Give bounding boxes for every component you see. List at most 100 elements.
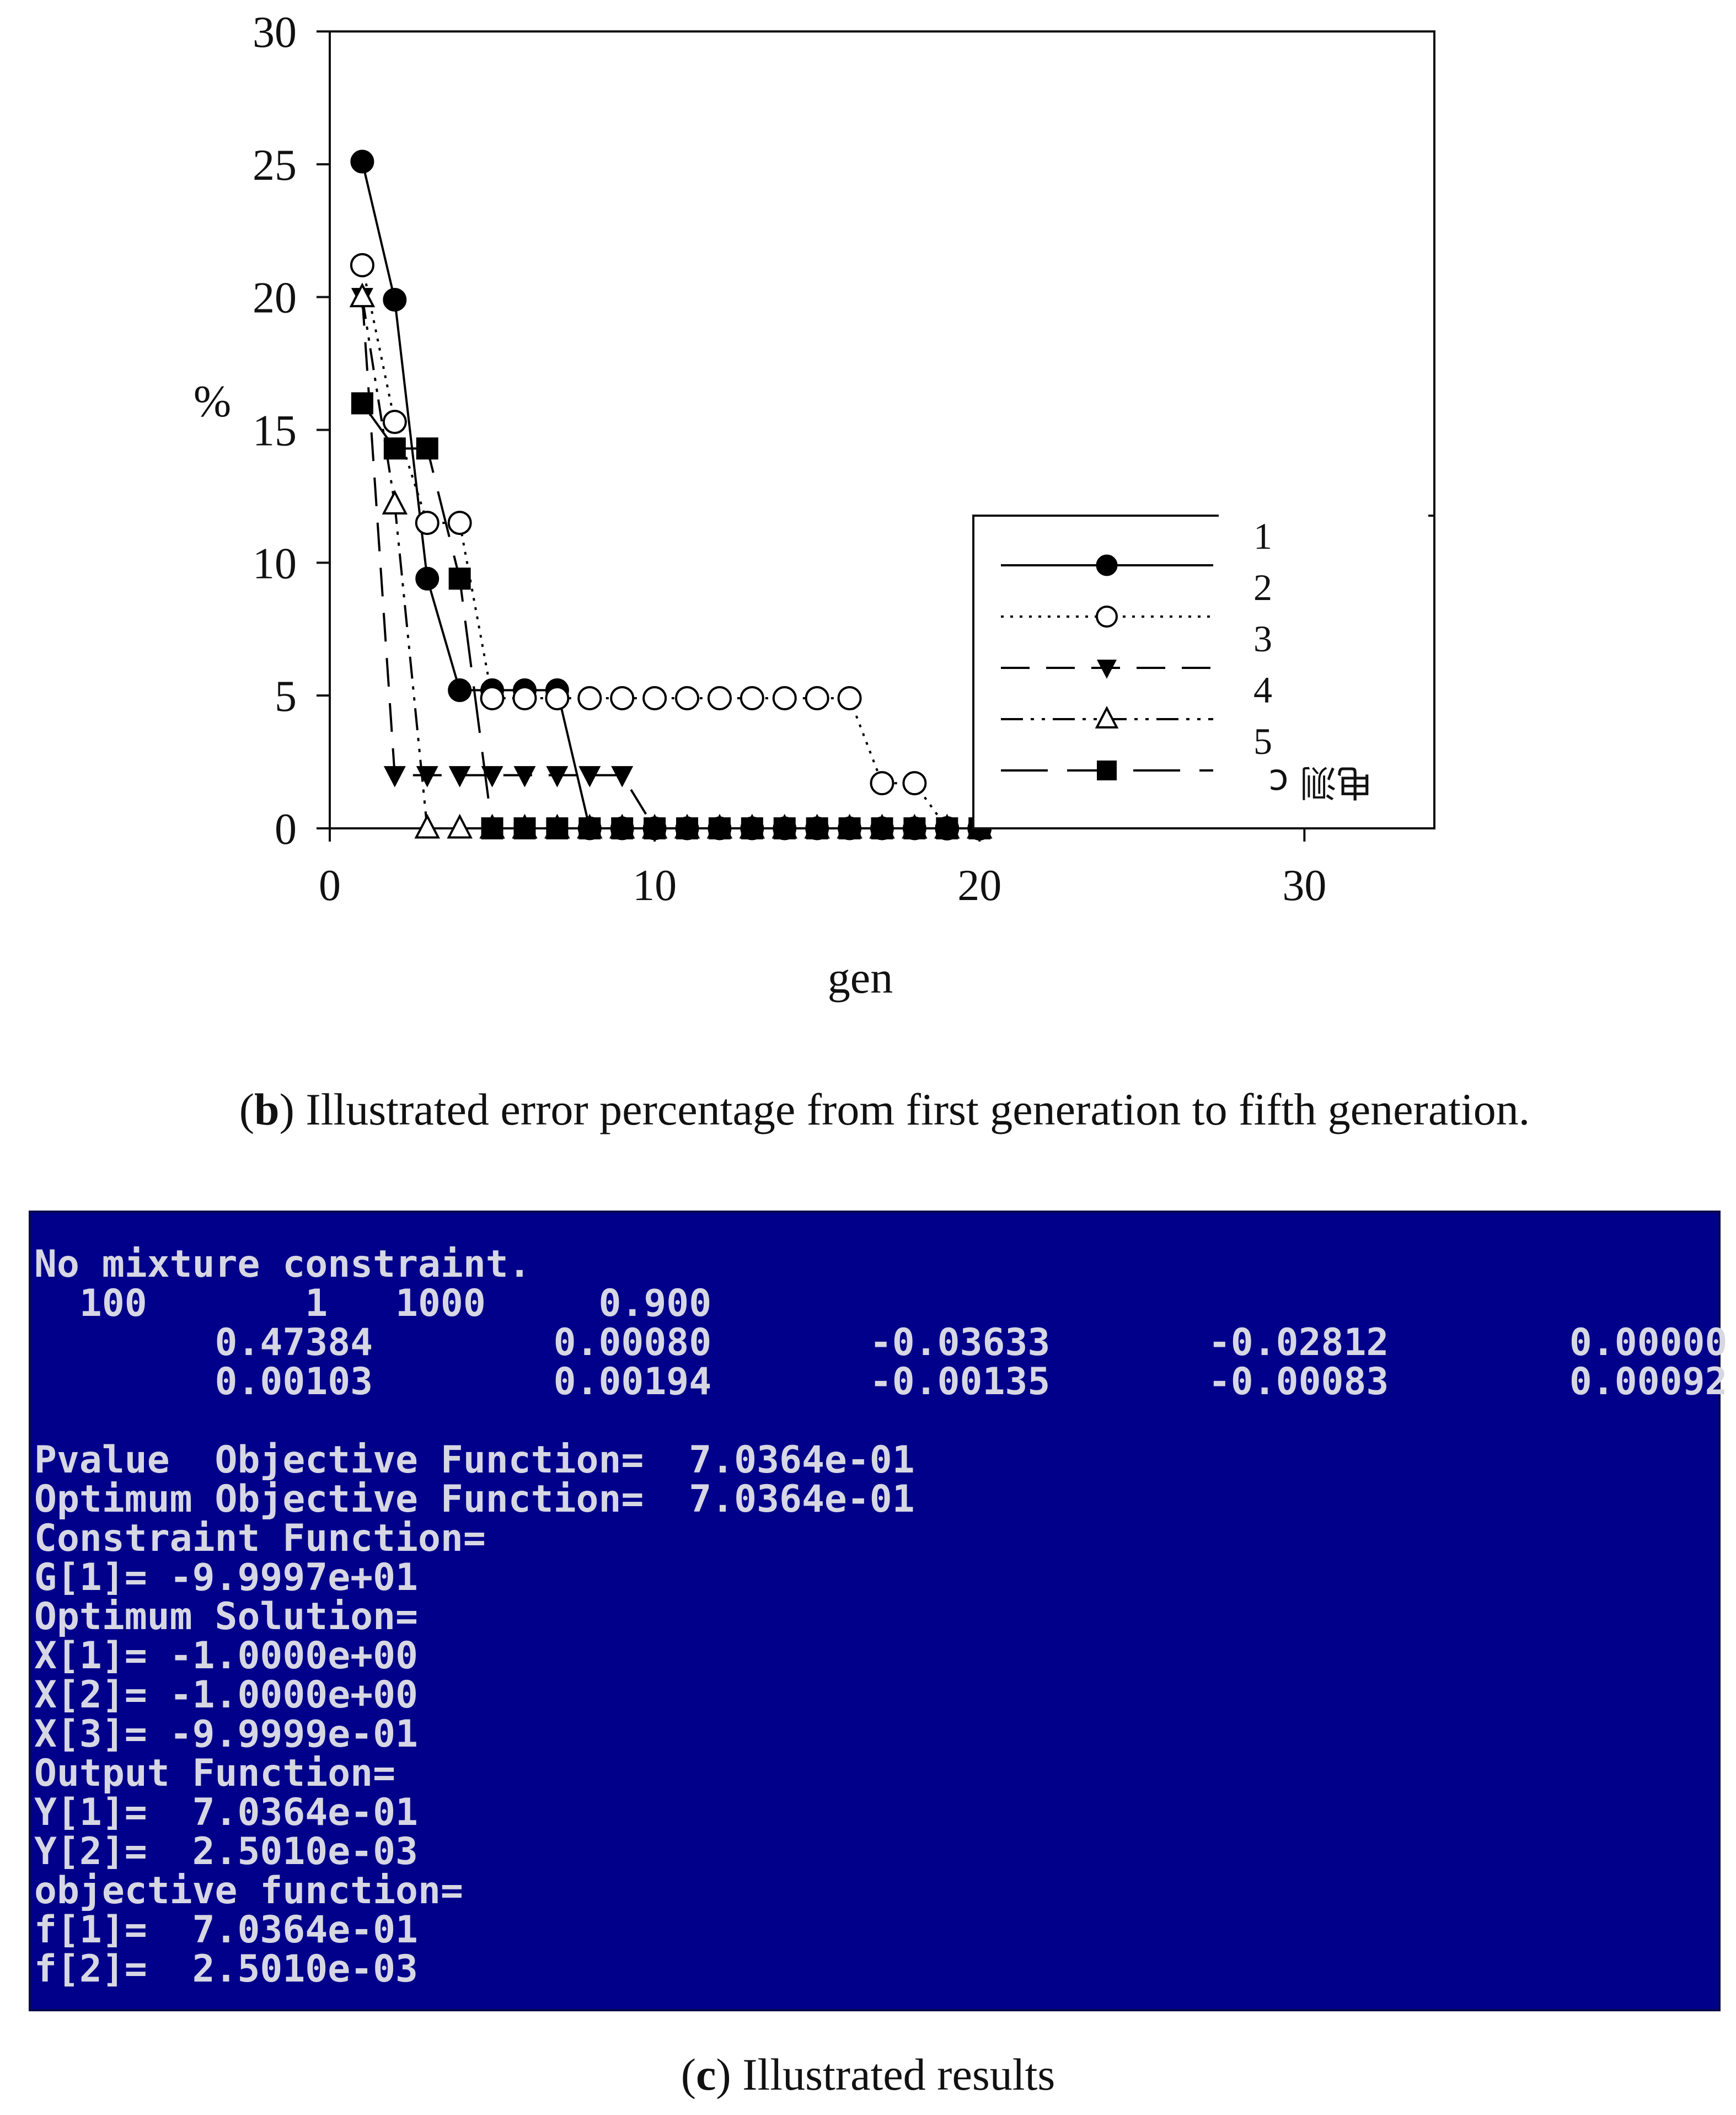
legend-label: 3 (1253, 618, 1272, 660)
data-point (871, 817, 893, 839)
data-point (806, 817, 828, 839)
data-point (416, 437, 438, 460)
data-point (805, 686, 829, 710)
legend-label: 2 (1253, 566, 1272, 608)
data-point (448, 567, 471, 590)
legend-label: 1 (1253, 515, 1272, 557)
console-line: 100 1 1000 0.900 (79, 1282, 712, 1325)
data-point (382, 490, 408, 515)
data-point (383, 287, 407, 312)
y-tick-label: 25 (253, 141, 297, 190)
data-point (351, 392, 373, 415)
data-point (676, 817, 699, 839)
data-point (383, 766, 406, 788)
legend-border-gap (1219, 507, 1428, 524)
data-point (1097, 660, 1117, 679)
data-point (350, 149, 374, 174)
y-tick-label: 20 (253, 274, 297, 323)
data-point (1096, 606, 1118, 628)
console-line: f[2]= 2.5010e-03 (34, 1947, 418, 1991)
data-point (870, 771, 894, 796)
data-point (448, 766, 471, 788)
console-line: Pvalue Objective Function= 7.0364e-01 (34, 1438, 915, 1482)
data-point (447, 511, 472, 536)
console-line: Optimum Solution= (34, 1595, 418, 1639)
data-point (415, 511, 440, 536)
console-line: G[1]= -9.9997e+01 (34, 1556, 418, 1599)
console-line: objective function= (34, 1869, 463, 1913)
data-point (740, 686, 764, 710)
data-point (448, 678, 472, 703)
data-point (383, 437, 406, 460)
data-point (708, 817, 731, 839)
data-point (577, 686, 602, 710)
console-line: No mixture constraint. (34, 1243, 531, 1286)
figure-caption-b: (b) Illustrated error percentage from fi… (239, 1084, 1530, 1134)
y-tick-label: 30 (253, 8, 297, 57)
data-point (481, 766, 503, 788)
data-point (838, 817, 861, 839)
data-point (382, 410, 407, 435)
data-point (546, 817, 569, 839)
data-point (545, 686, 570, 710)
x-tick-label: 30 (1282, 861, 1326, 910)
series-line (361, 265, 980, 829)
data-point (741, 817, 763, 839)
data-point (903, 817, 926, 839)
data-point (902, 771, 927, 796)
series-line (361, 403, 980, 829)
console-line: f[1]= 7.0364e-01 (34, 1908, 418, 1952)
x-tick-label: 10 (633, 861, 677, 910)
data-point (415, 566, 440, 591)
data-point (773, 817, 796, 839)
figure-caption-c: (c) Illustrated results (681, 2049, 1055, 2100)
y-tick-label: 5 (275, 672, 297, 721)
console-line: Constraint Function= (34, 1517, 486, 1560)
data-point (513, 766, 536, 788)
data-point (513, 817, 536, 839)
data-point (1096, 554, 1118, 576)
console-line: Optimum Objective Function= 7.0364e-01 (34, 1477, 915, 1521)
y-tick-label: 10 (253, 539, 297, 588)
caption-c-letter: c (696, 2049, 716, 2100)
data-point (1095, 705, 1119, 729)
console-line: X[2]= -1.0000e+00 (34, 1673, 418, 1717)
data-point (578, 817, 601, 839)
data-point (675, 686, 700, 710)
legend-label: 4 (1253, 669, 1272, 711)
data-point (349, 282, 376, 308)
data-point (837, 686, 862, 710)
data-point (578, 766, 601, 788)
data-point (481, 817, 503, 839)
legend-label: 5 (1253, 720, 1272, 762)
y-tick-label: 15 (253, 407, 297, 456)
y-tick-label: 0 (275, 805, 297, 854)
console-window: No mixture constraint. 100 1 1000 0.900 … (29, 1211, 1727, 2011)
x-tick-label: 20 (957, 861, 1001, 910)
series-4 (349, 282, 993, 839)
chart-series (349, 149, 993, 840)
data-point (936, 817, 958, 839)
chart-legend: 1 2 3 4 5电测 c (972, 507, 1435, 829)
data-point (642, 686, 667, 710)
legend-garbled-text: 电测 c (1268, 761, 1373, 804)
console-output: No mixture constraint. 100 1 1000 0.900 … (34, 1245, 1727, 1989)
series-5 (351, 392, 991, 839)
series-line (361, 161, 980, 829)
console-line: Output Function= (34, 1752, 396, 1795)
y-axis-label: % (194, 376, 231, 426)
console-line: Y[1]= 7.0364e-01 (34, 1791, 418, 1834)
data-point (350, 253, 374, 277)
data-point (512, 686, 537, 710)
console-line: Y[2]= 2.5010e-03 (34, 1830, 418, 1873)
data-point (610, 686, 635, 710)
data-point (611, 766, 634, 788)
caption-c-text: Illustrated results (731, 2049, 1055, 2100)
data-point (546, 766, 569, 788)
caption-b-text: Illustrated error percentage from first … (294, 1084, 1530, 1134)
data-point (416, 766, 438, 788)
data-point (447, 813, 473, 839)
data-point (707, 686, 732, 710)
